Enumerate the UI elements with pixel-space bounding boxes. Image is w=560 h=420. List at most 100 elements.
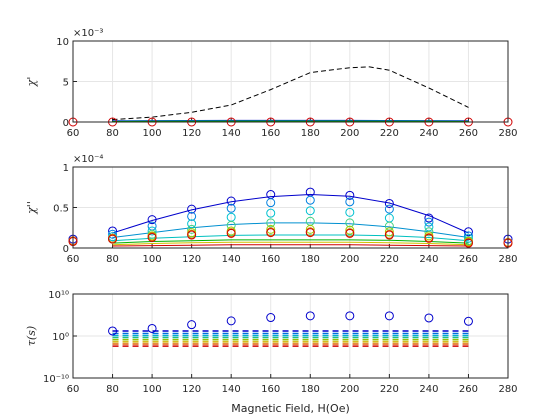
- data-point-3: [463, 233, 473, 243]
- x-tick-label: 100: [143, 384, 162, 395]
- x-tick-label: 280: [498, 384, 517, 395]
- data-point-7: [345, 228, 355, 238]
- y-tick-label: 0.5: [53, 204, 69, 215]
- x-tick-label: 60: [67, 128, 80, 139]
- x-tick-label: 80: [106, 254, 119, 265]
- x-tick-label: 80: [106, 128, 119, 139]
- data-point-7: [463, 238, 473, 248]
- x-tick-label: 120: [182, 384, 201, 395]
- data-point-1: [424, 213, 434, 223]
- y-exponent-label: ×10⁻³: [73, 28, 103, 39]
- x-tick-label: 240: [419, 384, 438, 395]
- data-point-3: [147, 226, 157, 236]
- data-point-2: [305, 195, 315, 205]
- data-point-5: [305, 224, 315, 234]
- series-line-5: [112, 241, 469, 246]
- x-tick-label: 120: [182, 254, 201, 265]
- x-tick-label: 100: [143, 254, 162, 265]
- x-tick-label: 200: [340, 384, 359, 395]
- data-point-4: [424, 227, 434, 237]
- data-point-1: [305, 311, 315, 321]
- x-tick-label: 140: [222, 254, 241, 265]
- x-tick-label: 200: [340, 254, 359, 265]
- x-tick-label: 60: [67, 254, 80, 265]
- data-point-5: [384, 227, 394, 237]
- y-tick-label: 10: [56, 37, 69, 48]
- x-tick-label: 280: [498, 254, 517, 265]
- y-axis-label: τ(s): [25, 326, 38, 346]
- data-point-1: [424, 313, 434, 323]
- x-tick-label: 240: [419, 254, 438, 265]
- x-tick-label: 100: [143, 128, 162, 139]
- series-line-2: [112, 222, 469, 238]
- data-point-2: [463, 231, 473, 241]
- data-point-7: [147, 232, 157, 242]
- x-tick-label: 200: [340, 128, 359, 139]
- series-line-6: [112, 244, 469, 247]
- x-tick-label: 260: [459, 384, 478, 395]
- data-point-2: [266, 198, 276, 208]
- data-point-7: [108, 234, 118, 244]
- data-point-1: [147, 323, 157, 333]
- x-tick-label: 180: [301, 128, 320, 139]
- x-tick-label: 160: [261, 254, 280, 265]
- data-point-1: [345, 190, 355, 200]
- data-point-7: [384, 230, 394, 240]
- data-point-1: [463, 227, 473, 237]
- data-point-4: [345, 218, 355, 228]
- data-point-4: [266, 218, 276, 228]
- x-tick-label: 80: [106, 384, 119, 395]
- series-line-3: [112, 234, 469, 242]
- data-point-2: [108, 229, 118, 239]
- data-point-1: [108, 326, 118, 336]
- data-point-1: [345, 311, 355, 321]
- y-tick-label: 10⁰: [52, 332, 69, 343]
- y-exponent-label: ×10⁻⁴: [73, 154, 103, 165]
- x-tick-label: 260: [459, 254, 478, 265]
- data-point-1: [384, 311, 394, 321]
- x-tick-label: 240: [419, 128, 438, 139]
- x-axis-label: Magnetic Field, H(Oe): [231, 402, 350, 415]
- y-axis-label: χ': [25, 77, 38, 88]
- axes-box: [72, 166, 509, 249]
- series-line-4: [112, 239, 469, 244]
- chart-panel-2: 60 80 100 120 140 160 180 200 220 240 260 280 0 0.5 1 ×…: [25, 154, 518, 265]
- y-axis-label: χ'': [25, 201, 38, 215]
- x-tick-label: 220: [380, 384, 399, 395]
- data-point-3: [345, 207, 355, 217]
- series-line-1: [112, 193, 469, 234]
- x-tick-label: 120: [182, 128, 201, 139]
- data-point-3: [305, 206, 315, 216]
- data-point-5: [345, 225, 355, 235]
- data-point-1: [187, 320, 197, 330]
- data-point-2: [345, 197, 355, 207]
- data-point-7: [187, 230, 197, 240]
- x-tick-label: 180: [301, 254, 320, 265]
- data-point-1: [226, 196, 236, 206]
- y-tick-label: 5: [63, 78, 69, 89]
- data-point-7: [266, 228, 276, 238]
- x-tick-label: 220: [380, 128, 399, 139]
- data-point-3: [424, 222, 434, 232]
- data-point-2: [226, 203, 236, 213]
- data-point-7: [226, 228, 236, 238]
- data-point-7: [424, 233, 434, 243]
- axes-box: [72, 293, 509, 379]
- y-tick-label: 10⁻¹⁰: [43, 374, 69, 385]
- x-tick-label: 160: [261, 128, 280, 139]
- data-point-5: [266, 224, 276, 234]
- x-tick-label: 160: [261, 384, 280, 395]
- data-point-1: [226, 316, 236, 326]
- data-point-1: [187, 204, 197, 214]
- data-point-3: [187, 219, 197, 229]
- series-line-1: [112, 66, 469, 121]
- chart-panel-1: 60 80 100 120 140 160 180 200 220 240 260 280 0 5 10 ×1…: [25, 28, 518, 139]
- y-tick-label: 0: [63, 244, 69, 255]
- data-point-4: [187, 224, 197, 234]
- x-tick-label: 180: [301, 384, 320, 395]
- data-point-2: [187, 211, 197, 221]
- data-point-2: [384, 204, 394, 214]
- x-tick-label: 60: [67, 384, 80, 395]
- x-tick-label: 220: [380, 254, 399, 265]
